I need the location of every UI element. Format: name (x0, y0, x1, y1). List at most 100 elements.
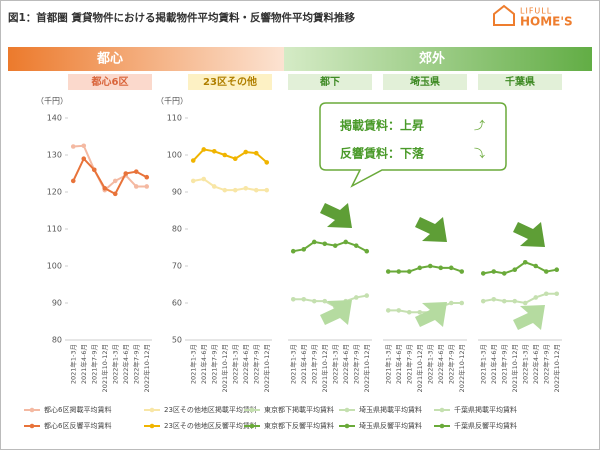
y-tick-label: 90 (172, 188, 182, 197)
data-point (385, 269, 391, 274)
logo-top: LIFULL (520, 7, 552, 16)
panel-title: 都心6区 (91, 75, 129, 88)
panel-header (383, 74, 467, 90)
data-point (406, 309, 412, 315)
panel-header (188, 74, 272, 90)
legend-swatch (344, 407, 350, 413)
data-point (301, 297, 307, 302)
legend-label: 東京都下反響平均賃料 (264, 421, 334, 430)
logo: LIFULL HOME'S (493, 4, 573, 29)
y-tick-label: 90 (52, 299, 62, 308)
data-point (427, 263, 433, 269)
y-tick-label: 110 (47, 225, 62, 234)
y-tick-label: 80 (52, 336, 62, 345)
x-tick-label: 2021年1-3月 (383, 344, 392, 384)
data-point (406, 269, 412, 274)
data-point (522, 300, 528, 306)
legend-label: 千葉県掲載平均賃料 (454, 405, 517, 414)
data-point (543, 269, 549, 274)
data-point (222, 187, 228, 193)
x-tick-label: 2022年1-3月 (230, 344, 239, 384)
data-point (264, 160, 270, 165)
x-tick-label: 2021年4-6月 (394, 344, 403, 384)
data-point (332, 243, 338, 248)
x-tick-label: 2022年7-9月 (351, 344, 360, 384)
group-band (284, 47, 592, 71)
legend-swatch (149, 407, 155, 413)
x-tick-label: 2022年1-3月 (425, 344, 434, 384)
data-point (253, 150, 259, 156)
panel-title: 23区その他 (203, 75, 257, 88)
data-point (190, 158, 196, 163)
legend-label: 埼玉県反響平均賃料 (359, 421, 422, 430)
x-tick-label: 2021年4-6月 (299, 344, 308, 384)
panel-title: 都下 (319, 75, 340, 88)
data-point (491, 297, 497, 302)
legend-swatch (29, 407, 35, 413)
legend-label: 23区その他地区反響平均賃料 (164, 421, 257, 430)
x-tick-label: 2021年7-9月 (209, 344, 218, 384)
x-tick-label: 2021年7-9月 (309, 344, 318, 384)
data-point (311, 298, 317, 304)
data-point (448, 300, 454, 306)
data-point (211, 149, 217, 154)
data-point (91, 167, 97, 173)
data-point (480, 271, 486, 276)
y-tick-label: 50 (172, 336, 182, 345)
data-point (512, 298, 518, 304)
data-point (81, 156, 87, 161)
data-point (322, 241, 328, 247)
data-point (232, 187, 238, 193)
group-band (8, 47, 284, 71)
trend-arrows (320, 203, 545, 330)
x-tick-label: 2021年10-12月 (220, 344, 229, 392)
x-tick-label: 2022年7-9月 (446, 344, 455, 384)
panel-header (478, 74, 562, 90)
data-point (438, 265, 444, 271)
legend-label: 埼玉県掲載平均賃料 (359, 405, 422, 414)
data-point (501, 298, 507, 304)
x-tick-label: 2022年10-12月 (552, 344, 561, 392)
data-point (301, 247, 307, 252)
data-point (112, 178, 118, 184)
data-point (364, 293, 370, 298)
y-tick-label: 70 (172, 262, 182, 271)
legend-swatch (149, 423, 155, 429)
y-tick-label: 80 (172, 225, 182, 234)
y-tick-label: 140 (47, 114, 62, 123)
data-point (133, 184, 139, 189)
data-point (364, 248, 370, 254)
data-point (290, 297, 296, 302)
data-point (501, 271, 507, 276)
y-axis-label: （千円） (156, 96, 188, 106)
data-point (81, 143, 87, 149)
legend-swatch (439, 423, 445, 429)
data-point (112, 191, 118, 197)
logo-main: HOME'S (520, 15, 573, 29)
data-point (512, 267, 518, 273)
data-point (144, 174, 150, 180)
y-tick-label: 60 (172, 299, 182, 308)
data-point (480, 298, 486, 304)
data-point (459, 300, 465, 306)
callout-text: 掲載賃料：上昇 (340, 118, 424, 133)
x-tick-label: 2021年1-3月 (68, 344, 77, 384)
data-point (417, 309, 423, 315)
y-tick-label: 130 (47, 151, 62, 160)
data-point (385, 308, 391, 313)
callout: 掲載賃料：上昇 反響賃料：下落 ⤴ ⤵ (319, 102, 507, 188)
data-point (554, 291, 560, 297)
y-tick-label: 120 (47, 188, 62, 197)
x-tick-label: 2021年4-6月 (489, 344, 498, 384)
x-tick-label: 2022年10-12月 (262, 344, 271, 392)
x-tick-label: 2022年10-12月 (457, 344, 466, 392)
x-tick-label: 2021年10-12月 (415, 344, 424, 392)
x-tick-label: 2021年10-12月 (510, 344, 519, 392)
x-tick-label: 2021年7-9月 (404, 344, 413, 384)
x-tick-label: 2022年10-12月 (362, 344, 371, 392)
y-axis-label: （千円） (36, 96, 68, 106)
data-point (353, 243, 359, 248)
data-point (190, 178, 196, 184)
legend-swatch (249, 423, 255, 429)
series-line (73, 144, 147, 192)
